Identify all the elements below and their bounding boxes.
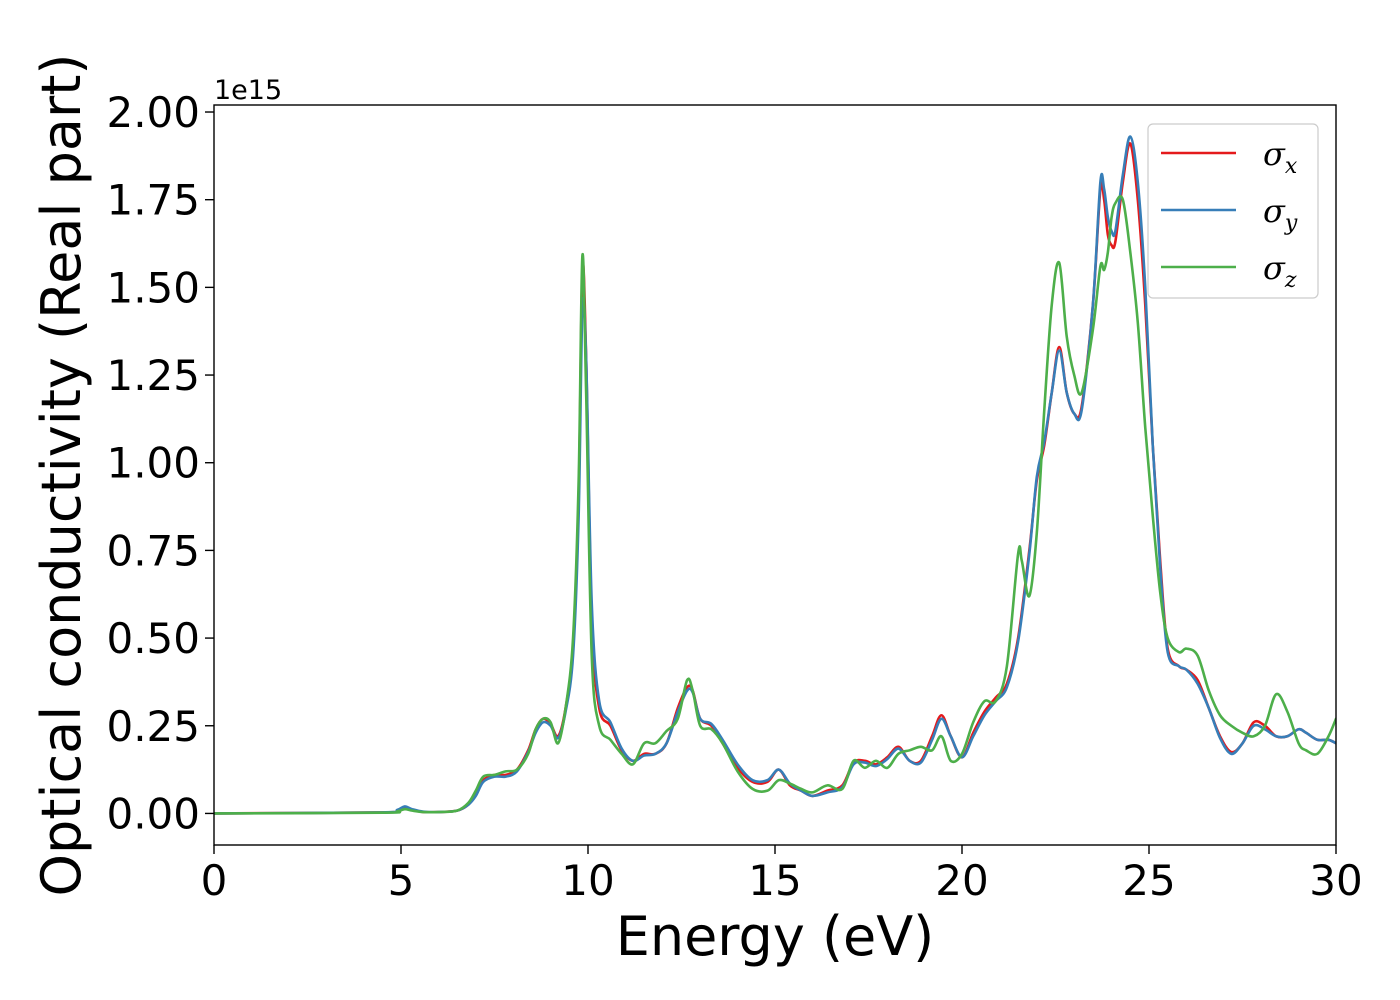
y-offset-label: 1e15: [214, 75, 282, 106]
x-tick-label: 30: [1309, 856, 1362, 905]
legend: σx σy σz: [1147, 123, 1319, 299]
y-tick-label: 1.00: [106, 439, 200, 488]
y-axis: 0.00 0.25 0.50 0.75 1.00 1.25 1.50 1.75 2.00: [106, 88, 214, 838]
y-axis-title: Optical conductivity (Real part): [30, 54, 93, 897]
x-tick-label: 5: [388, 856, 415, 905]
x-axis: 0 5 10 15 20 25 30: [201, 845, 1363, 905]
y-tick-label: 1.75: [106, 176, 200, 225]
legend-label-x: σx: [1263, 135, 1298, 179]
legend-label-z: σz: [1263, 249, 1297, 293]
x-tick-label: 25: [1122, 856, 1175, 905]
y-tick-label: 1.25: [106, 351, 200, 400]
series-line-z: [214, 195, 1336, 815]
y-tick-label: 0.50: [106, 614, 200, 663]
y-tick-label: 1.50: [106, 263, 200, 312]
series-layer: [214, 135, 1336, 815]
series-line-y: [214, 135, 1336, 815]
y-tick-label: 0.00: [106, 789, 200, 838]
x-tick-label: 10: [561, 856, 614, 905]
y-tick-label: 0.25: [106, 702, 200, 751]
y-tick-label: 2.00: [106, 88, 200, 137]
legend-label-y: σy: [1263, 192, 1298, 236]
x-axis-title: Energy (eV): [616, 905, 935, 968]
x-tick-label: 0: [201, 856, 228, 905]
y-tick-label: 0.75: [106, 526, 200, 575]
x-tick-label: 20: [935, 856, 988, 905]
x-tick-label: 15: [748, 856, 801, 905]
